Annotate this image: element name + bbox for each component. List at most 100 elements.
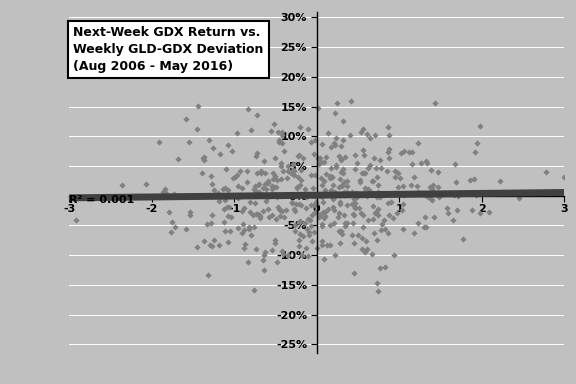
Point	[541, 169, 550, 175]
Point	[393, 210, 402, 216]
Point	[242, 179, 252, 185]
Point	[368, 178, 377, 184]
Point	[198, 155, 207, 161]
Point	[307, 139, 316, 145]
Point	[240, 205, 249, 211]
Point	[350, 152, 359, 158]
Point	[233, 172, 242, 178]
Point	[404, 149, 414, 155]
Point	[298, 233, 308, 239]
Point	[470, 176, 479, 182]
Point	[294, 200, 303, 207]
Point	[414, 189, 423, 195]
Point	[225, 228, 234, 234]
Point	[351, 190, 360, 196]
Point	[118, 182, 127, 188]
Point	[71, 217, 81, 223]
Point	[334, 228, 343, 234]
Point	[406, 182, 415, 188]
Point	[243, 258, 252, 265]
Point	[350, 205, 359, 211]
Point	[331, 110, 340, 116]
Point	[220, 197, 229, 203]
Point	[277, 248, 286, 254]
Point	[277, 209, 286, 215]
Point	[336, 169, 346, 175]
Point	[335, 201, 344, 207]
Point	[294, 191, 303, 197]
Point	[254, 189, 263, 195]
Point	[359, 169, 368, 175]
Point	[376, 194, 385, 200]
Point	[229, 175, 238, 181]
Point	[276, 175, 286, 182]
Point	[258, 185, 267, 191]
Point	[301, 194, 310, 200]
Point	[348, 220, 358, 226]
Point	[251, 189, 260, 195]
Point	[448, 217, 457, 223]
Point	[383, 230, 392, 236]
Point	[230, 174, 239, 180]
Point	[433, 169, 442, 175]
Point	[270, 121, 279, 127]
Point	[252, 150, 262, 156]
Point	[283, 167, 293, 174]
Point	[409, 230, 418, 236]
Point	[232, 131, 241, 137]
Point	[391, 174, 400, 180]
Point	[263, 205, 272, 212]
Point	[339, 189, 348, 195]
Point	[202, 220, 211, 227]
Point	[293, 185, 302, 191]
Point	[317, 221, 327, 227]
Point	[308, 185, 317, 191]
Point	[234, 225, 243, 232]
Point	[245, 226, 254, 232]
Point	[311, 200, 320, 207]
Point	[185, 212, 194, 218]
Point	[295, 218, 305, 224]
Point	[294, 152, 303, 159]
Point	[326, 175, 335, 181]
Point	[430, 99, 439, 106]
Point	[287, 199, 297, 205]
Point	[451, 161, 460, 167]
Point	[315, 161, 324, 167]
Point	[426, 167, 435, 173]
Point	[310, 202, 319, 208]
Point	[376, 265, 385, 271]
Point	[365, 162, 374, 169]
Point	[302, 191, 312, 197]
Point	[313, 210, 322, 216]
Point	[268, 170, 278, 176]
Point	[358, 170, 367, 176]
Point	[304, 193, 313, 199]
Point	[264, 214, 274, 220]
Point	[166, 228, 176, 235]
Point	[399, 226, 408, 232]
Point	[373, 212, 382, 218]
Point	[363, 193, 372, 199]
Point	[270, 173, 279, 179]
Point	[336, 228, 346, 234]
Point	[356, 129, 365, 135]
Point	[396, 150, 406, 156]
Point	[224, 204, 233, 210]
Point	[255, 181, 264, 187]
Point	[289, 168, 298, 174]
Point	[193, 126, 202, 132]
Point	[222, 166, 231, 172]
Point	[367, 178, 377, 184]
Point	[249, 287, 259, 293]
Point	[214, 198, 223, 204]
Point	[294, 237, 304, 243]
Point	[328, 174, 337, 180]
Point	[200, 238, 209, 244]
Point	[381, 190, 391, 196]
Point	[319, 209, 328, 215]
Point	[359, 152, 369, 158]
Point	[320, 209, 329, 215]
Point	[268, 247, 277, 253]
Point	[275, 207, 284, 213]
